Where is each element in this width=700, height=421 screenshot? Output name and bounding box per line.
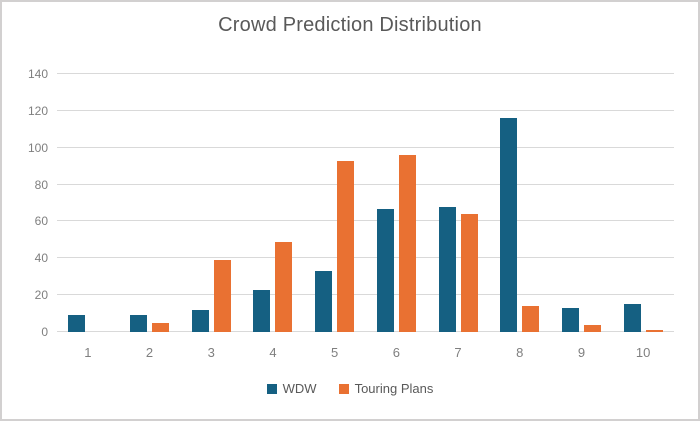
legend-label: WDW bbox=[282, 381, 317, 396]
bar-group-9 bbox=[551, 74, 613, 332]
bar-touring-plans-9 bbox=[583, 325, 601, 332]
bar-group-8 bbox=[489, 74, 551, 332]
bar-touring-plans-3 bbox=[213, 260, 231, 332]
y-tick-label: 100 bbox=[27, 140, 48, 155]
bar-group-1 bbox=[57, 74, 119, 332]
gridline-120 bbox=[57, 109, 674, 111]
legend-item-touring-plans: Touring Plans bbox=[338, 381, 434, 396]
gridline-60 bbox=[57, 220, 674, 222]
bar-group-7 bbox=[427, 74, 489, 332]
x-tick-label-3: 3 bbox=[207, 345, 215, 360]
x-tick-label-2: 2 bbox=[145, 345, 154, 360]
y-tick-label: 120 bbox=[27, 103, 48, 118]
bar-wdw-7 bbox=[438, 207, 456, 332]
bar-wdw-9 bbox=[561, 308, 579, 332]
x-tick-label-1: 1 bbox=[84, 345, 92, 360]
x-tick-label-7: 7 bbox=[454, 345, 462, 360]
bar-touring-plans-5 bbox=[337, 161, 355, 332]
legend-label: Touring Plans bbox=[354, 381, 434, 396]
bar-wdw-6 bbox=[376, 209, 394, 332]
bar-touring-plans-10 bbox=[645, 330, 663, 332]
bar-touring-plans-6 bbox=[398, 155, 416, 332]
bar-touring-plans-7 bbox=[460, 214, 478, 332]
bar-touring-plans-2 bbox=[152, 323, 170, 332]
bar-group-4 bbox=[242, 74, 304, 332]
y-tick-label: 0 bbox=[41, 325, 48, 339]
plot-area bbox=[57, 73, 674, 332]
bar-touring-plans-8 bbox=[522, 306, 540, 332]
bar-wdw-1 bbox=[68, 315, 86, 332]
x-tick-label-8: 8 bbox=[516, 345, 524, 360]
y-tick-label: 140 bbox=[27, 67, 48, 81]
bar-touring-plans-4 bbox=[275, 242, 293, 332]
chart-title: Crowd Prediction Distribution bbox=[218, 14, 482, 36]
bar-group-2 bbox=[119, 74, 181, 332]
bar-group-5 bbox=[304, 74, 366, 332]
gridline-140 bbox=[57, 73, 674, 74]
bar-wdw-8 bbox=[500, 118, 518, 332]
gridline-100 bbox=[57, 146, 674, 148]
legend-swatch-icon bbox=[266, 383, 277, 394]
bar-group-10 bbox=[612, 74, 674, 332]
legend-item-wdw: WDW bbox=[266, 381, 317, 396]
bar-wdw-3 bbox=[191, 310, 209, 332]
gridline-20 bbox=[57, 294, 674, 296]
x-tick-label-5: 5 bbox=[331, 345, 339, 360]
y-tick-label: 60 bbox=[34, 214, 48, 229]
x-tick-label-6: 6 bbox=[392, 345, 400, 360]
legend-swatch-icon bbox=[338, 383, 349, 394]
gridline-80 bbox=[57, 183, 674, 185]
bar-wdw-2 bbox=[130, 315, 148, 332]
gridline-0 bbox=[57, 331, 674, 332]
y-tick-label: 40 bbox=[34, 251, 48, 266]
x-tick-label-4: 4 bbox=[269, 345, 277, 360]
x-tick-label-10: 10 bbox=[635, 345, 651, 360]
bar-group-3 bbox=[180, 74, 242, 332]
y-tick-label: 80 bbox=[34, 177, 48, 192]
bar-groups bbox=[57, 74, 674, 332]
bar-wdw-5 bbox=[315, 271, 333, 332]
bar-wdw-10 bbox=[623, 304, 641, 332]
legend: WDW Touring Plans bbox=[2, 381, 698, 396]
y-tick-label: 20 bbox=[34, 288, 48, 303]
bar-group-6 bbox=[366, 74, 428, 332]
gridline-40 bbox=[57, 257, 674, 259]
bar-wdw-4 bbox=[253, 290, 271, 332]
x-tick-label-9: 9 bbox=[577, 345, 586, 360]
